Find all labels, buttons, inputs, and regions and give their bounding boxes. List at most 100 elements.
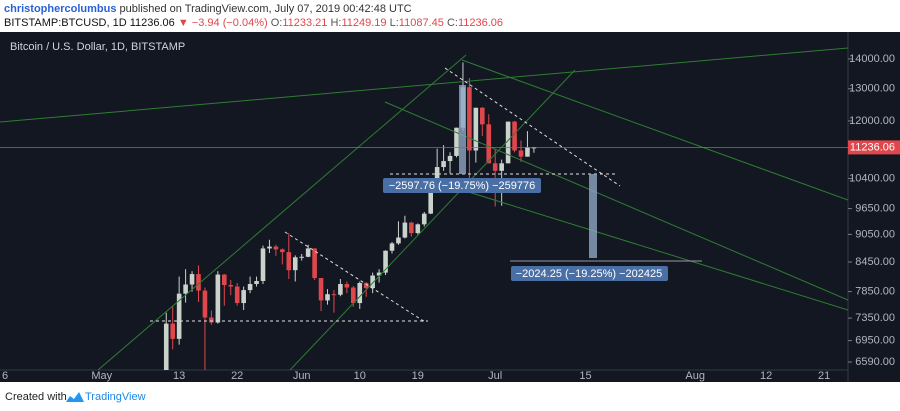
candle-body (357, 283, 363, 304)
candle-body (325, 294, 330, 301)
candle-body (480, 107, 485, 125)
ohlc-value: 11249.19 (341, 17, 386, 29)
ohlc-label: L: (390, 17, 399, 29)
candle-body (383, 250, 388, 273)
candle-body (512, 121, 517, 151)
candle-body (396, 237, 401, 244)
candle-body (202, 290, 208, 318)
y-tick-label: 14000.00 (849, 53, 895, 65)
candle-body (351, 287, 356, 304)
candle-body (518, 150, 524, 157)
last-price-bg (848, 140, 900, 155)
header-line-1: christophercolumbus published on Trading… (4, 3, 412, 15)
candle-body (209, 317, 214, 323)
footer-brand[interactable]: TradingView (85, 391, 146, 403)
drawings (0, 47, 848, 370)
dashed-line (444, 67, 621, 187)
trend-line (97, 54, 467, 370)
candle-body (189, 274, 195, 285)
y-tick-label: 7350.00 (855, 312, 895, 324)
y-tick-label: 7850.00 (855, 286, 895, 298)
header-line-2: BITSTAMP:BTCUSD, 1D 11236.06 ▼ −3.94 (−0… (4, 17, 503, 29)
candle-body (163, 323, 169, 370)
candle-body (454, 127, 459, 156)
change: ▼ −3.94 (−0.04%) (178, 17, 268, 29)
candle-body (415, 224, 421, 234)
last-price-label: 11236.06 (850, 141, 895, 153)
x-tick-label: Jun (293, 370, 311, 382)
candle-body (492, 163, 498, 171)
candle-body (234, 286, 240, 304)
candle-body (389, 243, 395, 251)
author[interactable]: christophercolumbus (4, 3, 116, 15)
measure-label: −2024.25 (−19.25%) −202425 (516, 268, 663, 280)
candle-body (292, 257, 298, 271)
ohlc-label: C: (447, 17, 458, 29)
candle-body (228, 285, 234, 287)
candle-body (241, 290, 246, 304)
trend-line (461, 59, 848, 201)
candle-body (222, 274, 227, 286)
ohlc-value: 11087.45 (399, 17, 444, 29)
candle-body (338, 284, 343, 295)
header-bg (0, 0, 900, 32)
measure-bar (459, 85, 466, 174)
candle-body (196, 274, 201, 291)
published: published on TradingView.com, July 07, 2… (120, 3, 412, 15)
x-tick-label: 15 (579, 370, 591, 382)
candle-body (409, 222, 414, 234)
x-tick-label: 22 (231, 370, 243, 382)
candle-body (170, 323, 175, 339)
y-tick-label: 9050.00 (855, 228, 895, 240)
ohlc-value: 11236.06 (458, 17, 503, 29)
candle-body (467, 87, 472, 151)
candle-body (525, 147, 530, 157)
measure-bar (589, 174, 597, 258)
candle-body (473, 107, 479, 151)
candle-body (280, 249, 285, 253)
trend-line (0, 47, 848, 123)
candle-body (267, 246, 272, 249)
candle-body (299, 256, 304, 258)
y-tick-label: 10400.00 (849, 172, 895, 184)
candle-body (344, 284, 350, 288)
candle-body (434, 167, 440, 187)
candle-body (215, 274, 221, 323)
x-tick-label: Jul (488, 370, 502, 382)
footer-created: Created with (5, 391, 67, 403)
footer-bg (0, 382, 900, 411)
measure-label-bg (383, 178, 541, 193)
y-tick-label: 12000.00 (849, 115, 895, 127)
x-tick-label: 13 (173, 370, 185, 382)
ohlc-label: H: (330, 17, 341, 29)
logo-icon (66, 392, 84, 402)
y-tick-label: 6590.00 (855, 356, 895, 368)
x-tick-label: 10 (354, 370, 366, 382)
candle-body (402, 222, 408, 238)
dashed-line (284, 231, 426, 323)
candle-body (254, 281, 259, 285)
ohlc-label: O: (271, 17, 283, 29)
y-tick-label: 9650.00 (855, 202, 895, 214)
candle-body (370, 275, 375, 289)
y-tick-label: 13000.00 (849, 83, 895, 95)
candle-body (331, 294, 337, 296)
candle-body (447, 155, 453, 162)
candle-body (312, 248, 317, 279)
chart-title: Bitcoin / U.S. Dollar, 1D, BITSTAMP (10, 41, 185, 53)
measure-label: −2597.76 (−19.75%) −259776 (389, 180, 536, 192)
candle-body (421, 213, 427, 225)
candle-body (499, 163, 504, 171)
trend-line (429, 179, 848, 311)
candle-body (305, 248, 311, 257)
ohlc-value: 11233.21 (282, 17, 327, 29)
candle-body (441, 161, 446, 168)
candle-body (286, 252, 292, 271)
symbol: BITSTAMP:BTCUSD, 1D (4, 17, 127, 29)
chart-bg (0, 32, 900, 382)
y-tick-label: 6950.00 (855, 335, 895, 347)
x-tick-label: May (91, 370, 112, 382)
last: 11236.06 (130, 17, 175, 29)
x-tick-label: 6 (2, 370, 8, 382)
